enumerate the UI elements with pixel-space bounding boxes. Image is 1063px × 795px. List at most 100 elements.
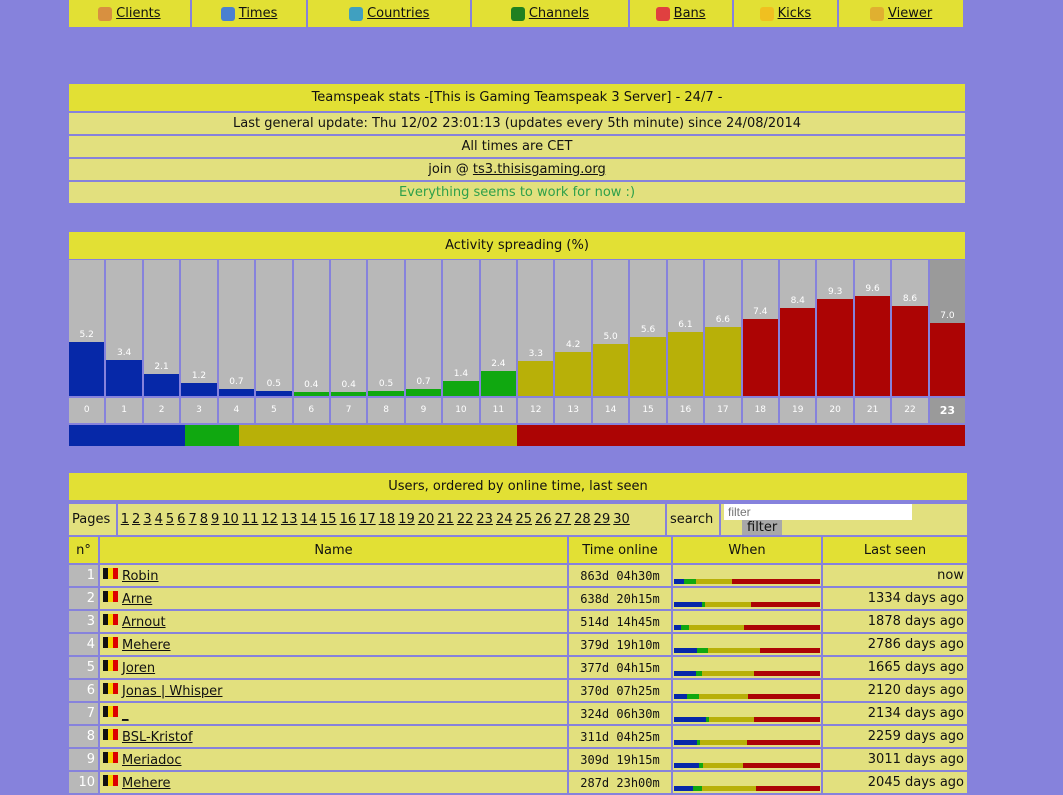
- last-seen: 1334 days ago: [823, 588, 967, 609]
- page-link[interactable]: 17: [359, 512, 376, 527]
- data-label: 7.0: [940, 310, 955, 321]
- table-row: 4 Mehere 379d 19h10m 2786 days ago: [69, 634, 967, 655]
- page-link[interactable]: 15: [320, 512, 337, 527]
- col-time-online: Time online: [569, 537, 671, 563]
- page-link[interactable]: 22: [456, 512, 474, 527]
- page-link[interactable]: 10: [222, 512, 239, 527]
- summary-segment: [239, 425, 517, 446]
- user-link[interactable]: Mehere: [122, 637, 171, 653]
- user-link[interactable]: Mehere: [122, 775, 171, 791]
- filter-button[interactable]: filter: [742, 520, 783, 535]
- page-link[interactable]: 25: [515, 512, 533, 527]
- data-label: 8.4: [790, 296, 805, 307]
- user-link[interactable]: BSL-Kristof: [122, 729, 193, 745]
- data-label: 0.5: [378, 378, 394, 389]
- when-segment: [748, 694, 820, 699]
- user-link[interactable]: _: [122, 706, 129, 722]
- when-segment: [701, 602, 705, 607]
- when-cell: [673, 657, 821, 678]
- user-link[interactable]: Jonas | Whisper: [122, 683, 223, 699]
- page-link[interactable]: 12: [261, 512, 278, 527]
- page-link[interactable]: 18: [378, 512, 396, 527]
- bar-column: 0.4: [293, 260, 329, 396]
- page-link[interactable]: 27: [554, 512, 572, 527]
- page-link[interactable]: 24: [495, 512, 513, 527]
- page-link[interactable]: 20: [417, 512, 435, 527]
- page-link[interactable]: 8: [199, 512, 208, 527]
- nav-viewer[interactable]: Viewer: [839, 0, 963, 27]
- data-label: 5.2: [79, 329, 94, 340]
- bar-column: 5.6: [630, 260, 666, 396]
- page-link[interactable]: 23: [476, 512, 493, 527]
- user-link[interactable]: Arnout: [122, 614, 166, 630]
- bar-column: 9.6: [854, 260, 891, 396]
- name-cell: Robin: [100, 565, 567, 586]
- bar: [69, 341, 105, 396]
- when-segment: [704, 602, 752, 607]
- hour-tick-label: 5: [256, 398, 292, 423]
- summary-segment: [185, 425, 240, 446]
- nav-countries[interactable]: Countries: [308, 0, 471, 27]
- hour-tick-label: 0: [69, 398, 105, 423]
- page-link[interactable]: 26: [535, 512, 552, 527]
- page-link[interactable]: 14: [300, 512, 318, 527]
- filter-input[interactable]: [724, 504, 912, 520]
- flag-icon: [103, 613, 118, 625]
- page-link[interactable]: 5: [165, 512, 175, 527]
- col-number: n°: [69, 537, 98, 563]
- bar: [143, 374, 180, 396]
- bar: [181, 383, 217, 396]
- page-link[interactable]: 30: [613, 512, 630, 527]
- bar: [892, 306, 928, 396]
- bar-column: 2.4: [480, 260, 517, 396]
- hour-tick-label: 17: [705, 398, 741, 423]
- join-link[interactable]: ts3.thisisgaming.org: [472, 162, 606, 177]
- page-link[interactable]: 28: [574, 512, 591, 527]
- when-bar: [674, 740, 820, 745]
- page-link[interactable]: 11: [241, 512, 259, 527]
- when-segment: [701, 671, 755, 676]
- page-link[interactable]: 7: [188, 512, 197, 527]
- page-link[interactable]: 19: [398, 512, 415, 527]
- user-link[interactable]: Arne: [122, 591, 153, 607]
- page-link[interactable]: 1: [120, 512, 130, 527]
- table-row: 9 Meriadoc 309d 19h15m 3011 days ago: [69, 749, 967, 770]
- bar-column: 3.3: [518, 260, 554, 396]
- bar: [443, 381, 479, 396]
- page-link[interactable]: 16: [339, 512, 357, 527]
- when-segment: [754, 717, 820, 722]
- users-section: Users, ordered by online time, last seen…: [69, 473, 967, 795]
- nav-kicks[interactable]: Kicks: [733, 0, 838, 27]
- nav-channels[interactable]: Channels: [472, 0, 628, 27]
- bar: [106, 360, 142, 396]
- when-segment: [674, 717, 707, 722]
- bar: [405, 388, 442, 396]
- rank: 8: [69, 726, 98, 747]
- flag-icon: [103, 728, 118, 740]
- nav-bans[interactable]: Bans: [629, 0, 732, 27]
- page-link[interactable]: 6: [177, 512, 186, 527]
- last-update: Last general update: Thu 12/02 23:01:13 …: [69, 113, 965, 134]
- time-online: 324d 06h30m: [569, 703, 671, 724]
- time-online: 638d 20h15m: [569, 588, 671, 609]
- user-link[interactable]: Meriadoc: [122, 752, 182, 768]
- flag-icon: [103, 751, 118, 763]
- when-bar: [674, 763, 820, 768]
- page-link[interactable]: 29: [593, 512, 611, 527]
- page-link[interactable]: 9: [211, 512, 220, 527]
- data-label: 1.2: [191, 371, 207, 382]
- page-link[interactable]: 3: [143, 512, 152, 527]
- user-link[interactable]: Robin: [122, 568, 159, 584]
- page-link[interactable]: 2: [132, 512, 141, 527]
- page-link[interactable]: 13: [280, 512, 298, 527]
- page-link[interactable]: 21: [437, 512, 454, 527]
- nav-clients[interactable]: Clients: [69, 0, 190, 27]
- channels-icon: [510, 6, 525, 21]
- user-link[interactable]: Joren: [122, 660, 156, 676]
- when-bar: [674, 625, 820, 630]
- name-cell: Mehere: [100, 772, 567, 793]
- hour-tick-label: 23: [929, 398, 966, 423]
- page-link[interactable]: 4: [154, 512, 163, 527]
- nav-times[interactable]: Times: [191, 0, 307, 27]
- table-row: 2 Arne 638d 20h15m 1334 days ago: [69, 588, 967, 609]
